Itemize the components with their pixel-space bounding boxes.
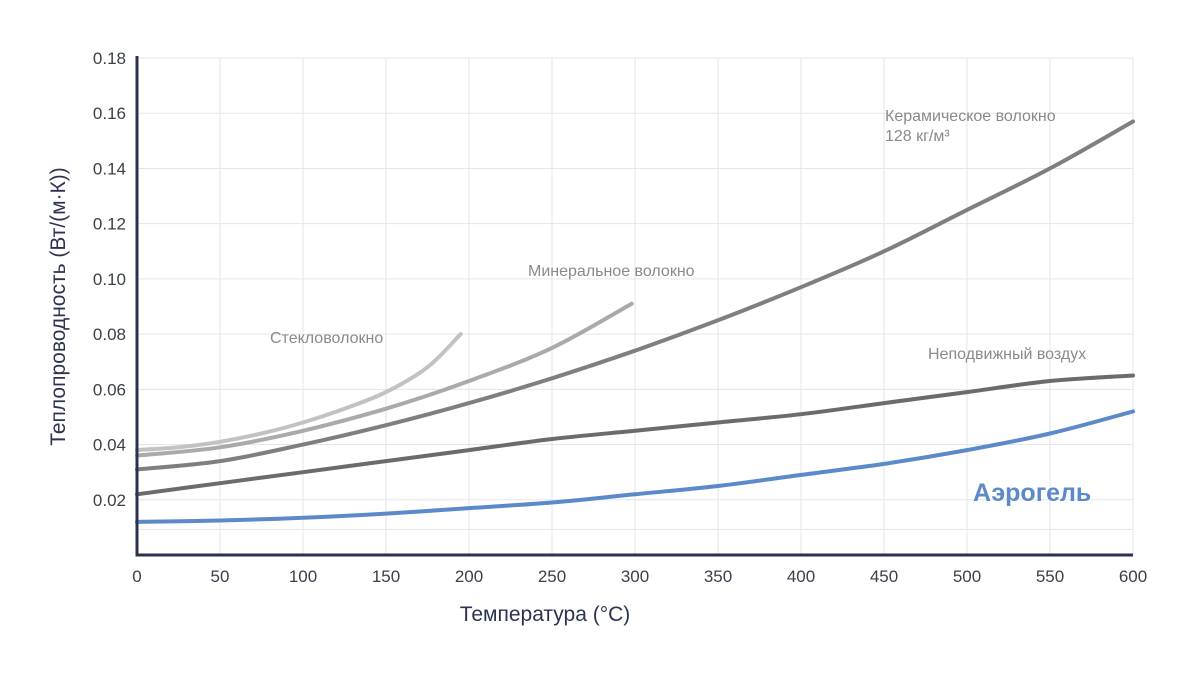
x-tick-label: 500 (953, 567, 981, 586)
series-label-ceramic-fiber: 128 кг/м³ (885, 128, 950, 145)
y-tick-label: 0.06 (93, 380, 126, 399)
x-tick-label: 50 (211, 567, 230, 586)
series-label-mineral-wool: Минеральное волокно (528, 263, 695, 280)
y-tick-label: 0.14 (93, 159, 126, 178)
x-tick-label: 300 (621, 567, 649, 586)
series-line-fiberglass (135, 332, 463, 453)
x-tick-label: 450 (870, 567, 898, 586)
x-tick-label: 150 (372, 567, 400, 586)
series-line-ceramic-fiber (135, 119, 1135, 472)
y-tick-label: 0.02 (93, 491, 126, 510)
x-tick-label: 250 (538, 567, 566, 586)
series-label-ceramic-fiber: Керамическое волокно (885, 108, 1056, 125)
y-tick-label: 0.10 (93, 270, 126, 289)
x-tick-label: 100 (289, 567, 317, 586)
x-tick-label: 200 (455, 567, 483, 586)
x-tick-label: 400 (787, 567, 815, 586)
grid (137, 57, 1134, 555)
x-tick-label: 350 (704, 567, 732, 586)
axes (135, 56, 1133, 557)
series-label-still-air: Неподвижный воздух (928, 346, 1086, 363)
y-tick-label: 0.16 (93, 104, 126, 123)
y-tick-label: 0.12 (93, 215, 126, 234)
series-line-mineral-wool (135, 301, 634, 458)
y-tick-label: 0.08 (93, 325, 126, 344)
series-line-still-air (135, 373, 1135, 497)
series-label-fiberglass: Стекловолокно (270, 330, 383, 347)
series-lines (135, 119, 1135, 524)
y-axis-title: Теплопроводность (Вт/(м·К)) (47, 167, 70, 446)
tick-labels: 0 50 100 150 200 250 300 350 400 450 500 550 600 0.02… (93, 49, 1147, 586)
series-labels: Стекловолокно Минеральное волокно Керамиче… (270, 108, 1091, 507)
y-tick-label: 0.18 (93, 49, 126, 68)
series-label-aerogel: Аэрогель (973, 479, 1091, 507)
y-tick-label: 0.04 (93, 436, 126, 455)
x-axis-title: Температура (°C) (460, 603, 631, 626)
x-tick-label: 550 (1036, 567, 1064, 586)
series-line-aerogel (135, 409, 1135, 524)
x-tick-label: 0 (132, 567, 141, 586)
x-tick-label: 600 (1119, 567, 1147, 586)
